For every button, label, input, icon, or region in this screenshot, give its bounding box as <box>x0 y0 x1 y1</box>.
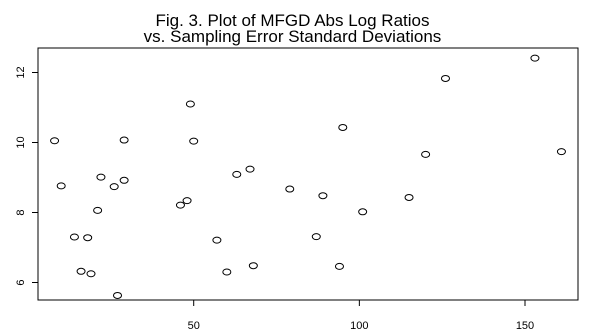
data-point <box>338 123 348 131</box>
data-point <box>232 170 242 178</box>
chart-title-line-2: vs. Sampling Error Standard Deviations <box>143 27 442 46</box>
data-points <box>50 54 566 299</box>
data-point <box>185 100 195 108</box>
data-point <box>212 236 222 244</box>
data-point <box>245 165 255 173</box>
plot-frame <box>37 47 579 301</box>
y-tick-label: 8 <box>15 209 27 215</box>
data-point <box>96 173 106 181</box>
y-tick-label: 10 <box>15 136 27 148</box>
x-tick-label: 50 <box>188 320 200 332</box>
data-point <box>311 233 321 241</box>
y-tick-label: 6 <box>15 279 27 285</box>
x-tick-label: 100 <box>350 320 368 332</box>
data-point <box>83 234 93 242</box>
data-point <box>189 137 199 145</box>
data-point <box>334 262 344 270</box>
data-point <box>175 201 185 209</box>
data-point <box>50 137 60 145</box>
data-point <box>86 270 96 278</box>
data-point <box>556 148 566 156</box>
y-axis: 6 8 10 12 <box>15 66 38 286</box>
data-point <box>248 262 258 270</box>
data-point <box>109 183 119 191</box>
data-point <box>119 136 129 144</box>
data-point <box>530 54 540 62</box>
data-point <box>119 176 129 184</box>
y-tick-label: 12 <box>15 66 27 78</box>
data-point <box>421 150 431 158</box>
data-point <box>358 208 368 216</box>
data-point <box>76 267 86 275</box>
data-point <box>69 233 79 241</box>
data-point <box>56 182 66 190</box>
x-tick-label: 150 <box>516 320 534 332</box>
data-point <box>182 197 192 205</box>
data-point <box>404 193 414 201</box>
x-axis: 50 100 150 <box>188 300 534 332</box>
data-point <box>113 291 123 299</box>
data-point <box>93 206 103 214</box>
data-point <box>440 74 450 82</box>
data-point <box>285 185 295 193</box>
data-point <box>318 192 328 200</box>
data-point <box>222 268 232 276</box>
chart-title-line-1: Fig. 3. Plot of MFGD Abs Log Ratios <box>155 11 430 30</box>
